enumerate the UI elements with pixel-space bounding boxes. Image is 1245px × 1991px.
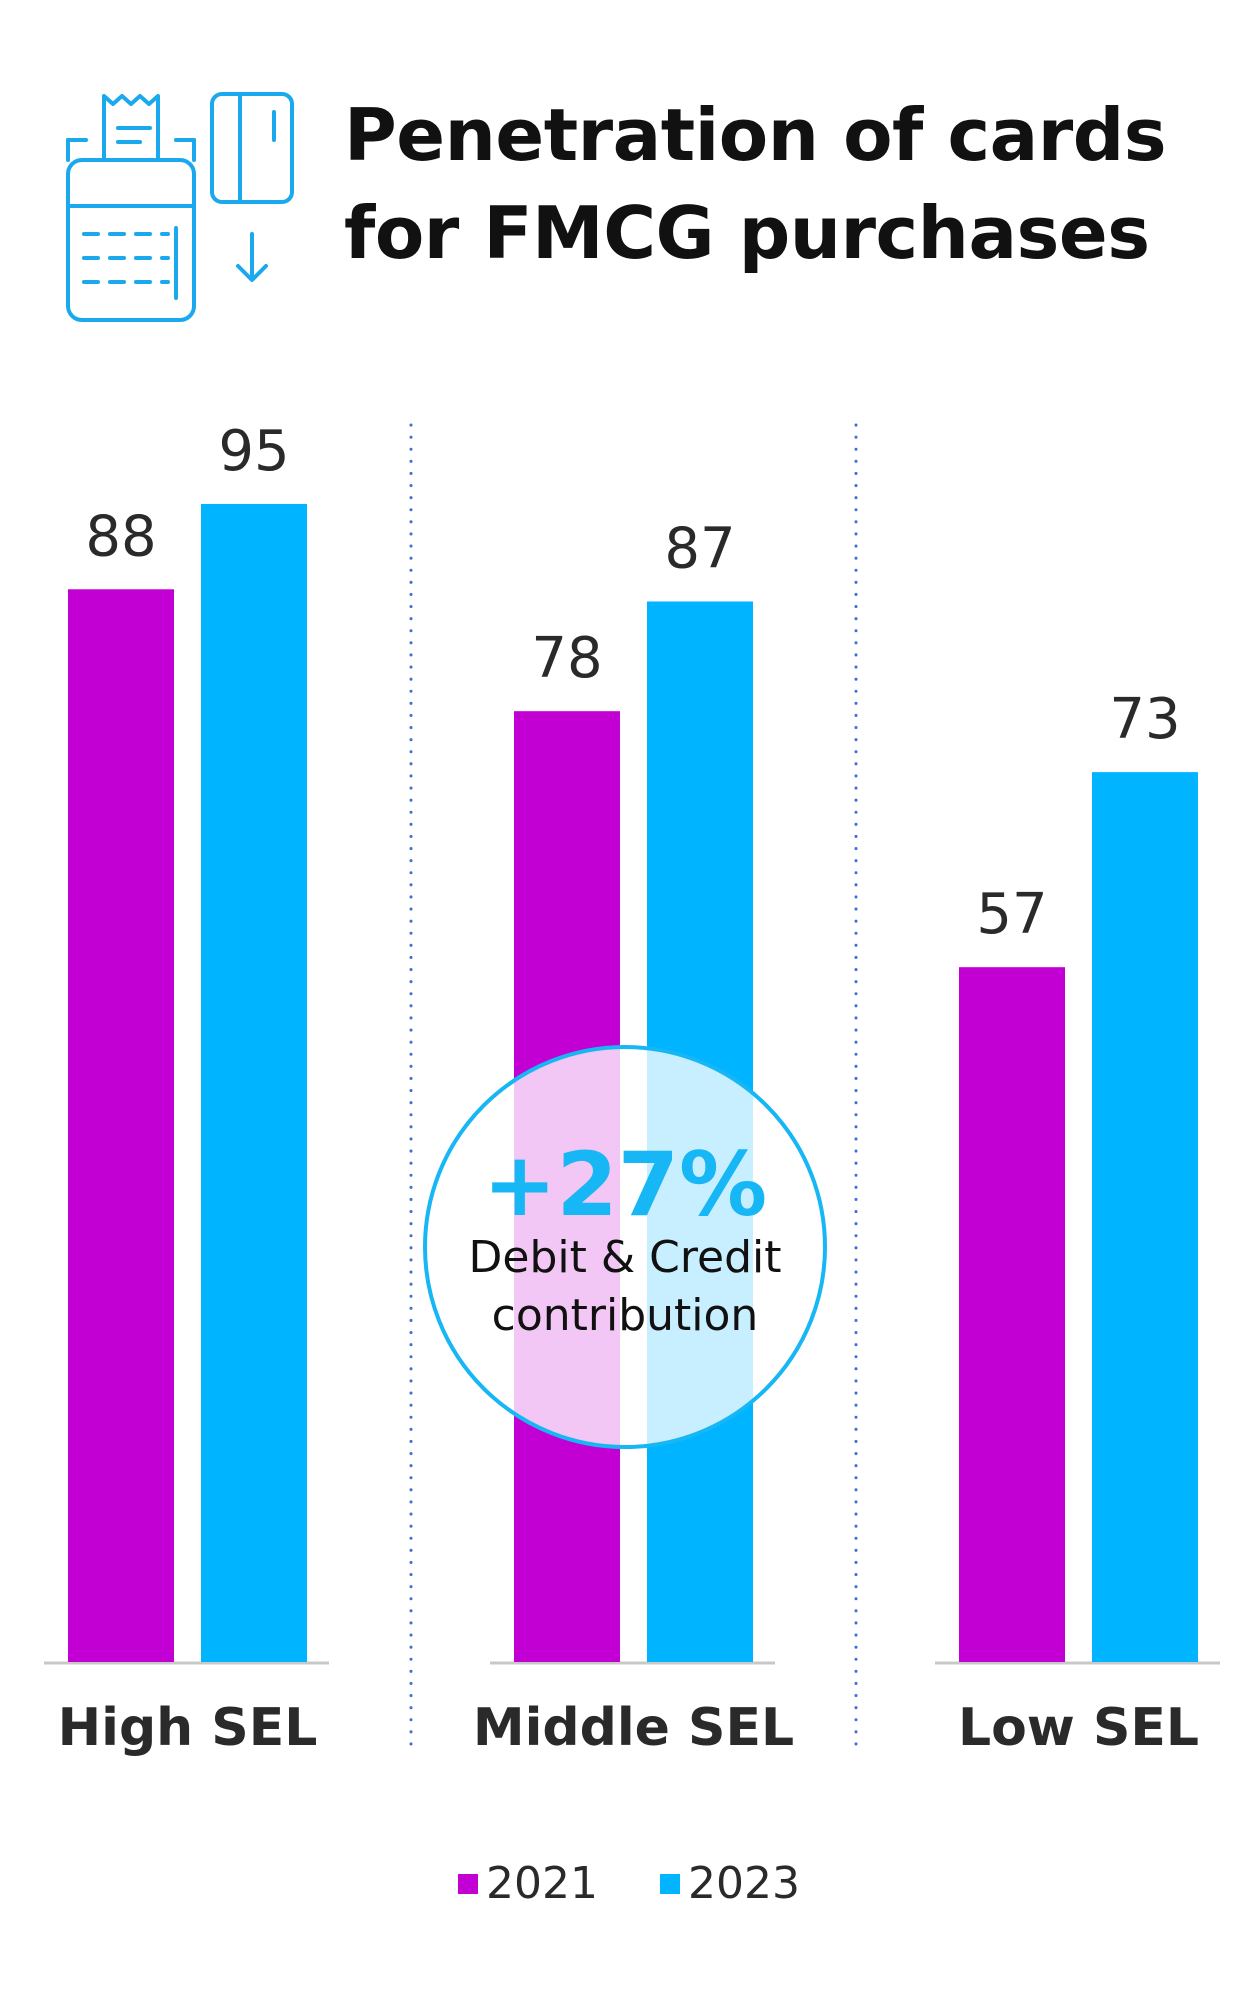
bar-value-label: 95 — [218, 419, 289, 484]
bar-value-label: 88 — [85, 504, 156, 569]
bar-low-sel-2023 — [1092, 772, 1198, 1662]
bar-value-label: 73 — [1109, 687, 1180, 752]
legend: 2021 2023 — [458, 1858, 800, 1909]
chart-title-line-2: for FMCG purchases — [344, 191, 1150, 275]
bar-high-sel-2023 — [201, 503, 307, 1663]
annotation-circle-ring — [423, 1045, 827, 1449]
header: Penetration of cards for FMCG purchases — [0, 0, 1245, 340]
bar-value-labels: 88 95 78 87 57 73 — [85, 419, 1180, 947]
legend-swatch-2023 — [660, 1874, 680, 1894]
bar-high-sel-2021 — [68, 589, 174, 1662]
bar-value-label: 57 — [976, 882, 1047, 947]
chart-title-line-1: Penetration of cards — [344, 93, 1167, 177]
chart-title: Penetration of cards for FMCG purchases — [344, 86, 1167, 282]
bar-value-label: 78 — [531, 626, 602, 691]
annotation-value: +27% — [483, 1133, 767, 1236]
category-label: Low SEL — [958, 1698, 1199, 1758]
annotation-badge: +27%Debit & Credit contribution — [423, 1045, 827, 1449]
legend-label-2023: 2023 — [688, 1858, 800, 1909]
category-label: Middle SEL — [473, 1698, 794, 1758]
bar-value-label: 87 — [664, 516, 735, 581]
group-separators — [409, 423, 858, 1747]
bar-low-sel-2021 — [959, 967, 1065, 1662]
legend-swatch-2021 — [458, 1874, 478, 1894]
legend-label-2021: 2021 — [486, 1858, 598, 1909]
annotation-text-line-2: contribution — [492, 1290, 759, 1341]
annotation-circle-fill — [425, 1047, 825, 1447]
category-label: High SEL — [58, 1698, 318, 1758]
annotation-text-line-1: Debit & Credit — [469, 1232, 782, 1283]
card-terminal-receipt-icon — [66, 92, 294, 322]
category-labels: High SEL Middle SEL Low SEL — [58, 1698, 1199, 1758]
